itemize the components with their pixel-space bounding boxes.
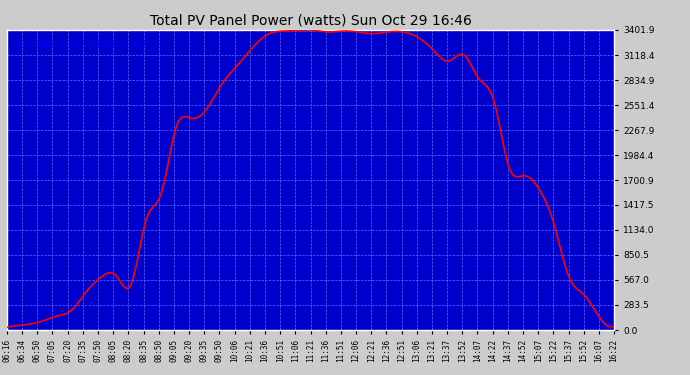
Text: Copyright 2006 Cartronics.com: Copyright 2006 Cartronics.com bbox=[13, 39, 147, 48]
Text: Total PV Panel Power (watts) Sun Oct 29 16:46: Total PV Panel Power (watts) Sun Oct 29 … bbox=[150, 13, 471, 27]
